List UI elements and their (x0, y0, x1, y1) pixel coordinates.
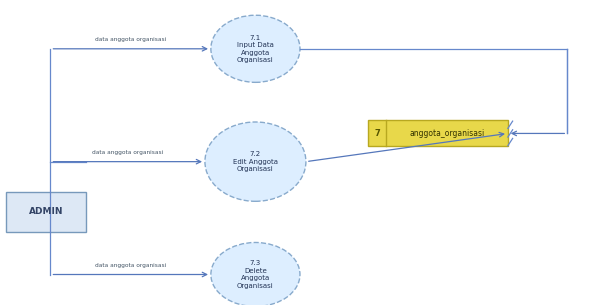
FancyBboxPatch shape (6, 192, 86, 232)
Text: data anggota organisasi: data anggota organisasi (95, 37, 166, 42)
Ellipse shape (211, 242, 300, 305)
Ellipse shape (211, 15, 300, 82)
FancyBboxPatch shape (368, 120, 508, 146)
Text: ADMIN: ADMIN (29, 207, 64, 217)
Ellipse shape (205, 122, 306, 201)
Text: 7.2
Edit Anggota
Organisasi: 7.2 Edit Anggota Organisasi (233, 151, 278, 172)
Text: 7.3
Delete
Anggota
Organisasi: 7.3 Delete Anggota Organisasi (237, 260, 274, 289)
Text: anggota_organisasi: anggota_organisasi (409, 129, 485, 138)
Text: data anggota organisasi: data anggota organisasi (92, 150, 163, 155)
Text: 7.1
Input Data
Anggota
Organisasi: 7.1 Input Data Anggota Organisasi (237, 34, 274, 63)
Text: 7: 7 (374, 129, 380, 138)
Text: data anggota organisasi: data anggota organisasi (95, 263, 166, 268)
